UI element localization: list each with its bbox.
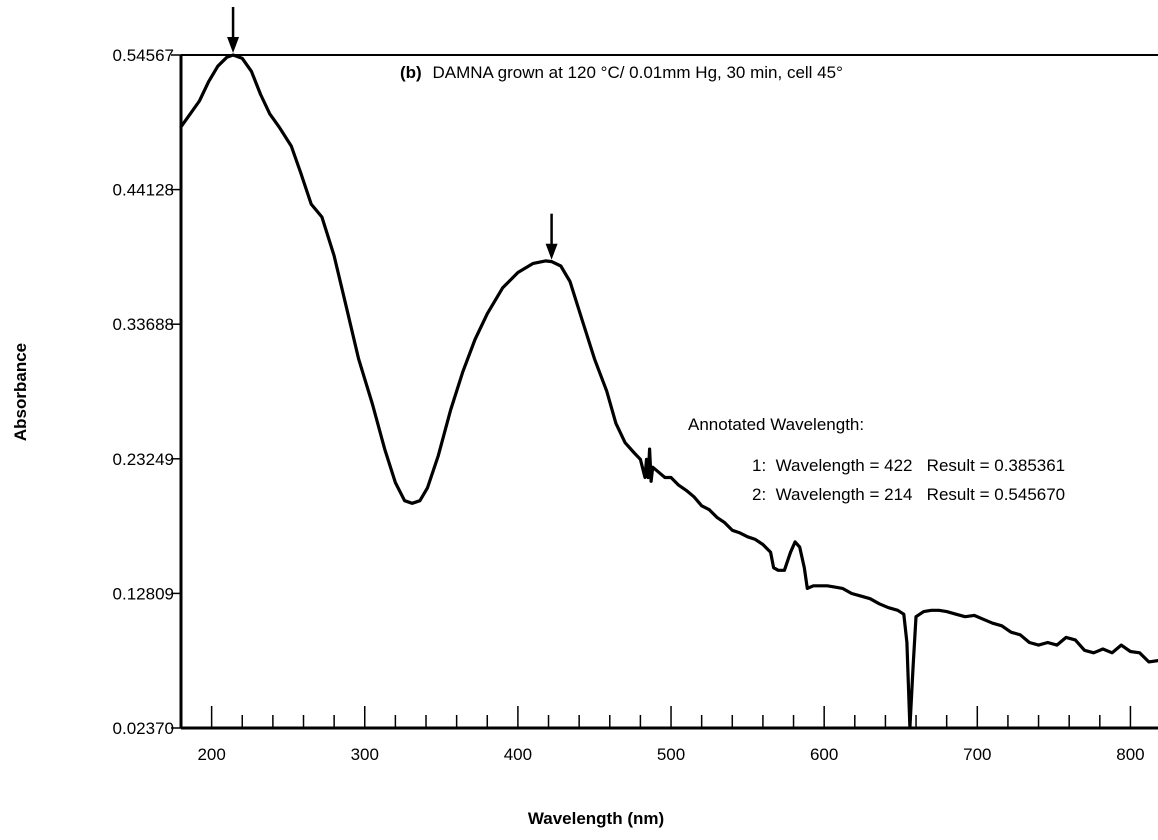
arrow-down-icon <box>545 243 558 260</box>
y-tick-label: 0.12809 <box>113 584 174 603</box>
annotation-heading: Annotated Wavelength: <box>688 415 864 434</box>
x-tick-label: 800 <box>1116 745 1144 764</box>
chart-title-text: DAMNA grown at 120 °C/ 0.01mm Hg, 30 min… <box>432 63 842 82</box>
y-tick-label: 0.02370 <box>113 719 174 738</box>
annotation-line-2: 2: Wavelength = 214 Result = 0.545670 <box>752 485 1065 504</box>
series-layer <box>179 53 1158 730</box>
chart-title-tag: (b) <box>400 63 422 82</box>
y-axis-ticks: 0.02370 0.12809 0.23249 0.33688 0.44128 0.545… <box>113 46 181 738</box>
absorbance-series-line <box>179 53 1158 730</box>
y-axis-label: Absorbance <box>11 343 30 441</box>
chart-title: (b) DAMNA grown at 120 °C/ 0.01mm Hg, 30… <box>400 63 843 82</box>
x-tick-label: 200 <box>197 745 225 764</box>
x-tick-label: 500 <box>657 745 685 764</box>
arrow-down-icon <box>227 37 240 53</box>
annotation-line-1: 1: Wavelength = 422 Result = 0.385361 <box>752 456 1065 475</box>
x-tick-label: 300 <box>351 745 379 764</box>
peak-markers <box>227 7 558 260</box>
y-tick-label: 0.44128 <box>113 181 174 200</box>
y-tick-label: 0.33688 <box>113 315 174 334</box>
plot-frame <box>179 54 1158 730</box>
x-axis-ticks: 200 300 400 500 600 700 800 <box>180 706 1145 764</box>
x-tick-label: 600 <box>810 745 838 764</box>
x-tick-label: 700 <box>963 745 991 764</box>
x-tick-label: 400 <box>504 745 532 764</box>
y-tick-label: 0.23249 <box>113 450 174 469</box>
x-axis-label: Wavelength (nm) <box>528 809 664 828</box>
y-tick-label: 0.54567 <box>113 46 174 65</box>
